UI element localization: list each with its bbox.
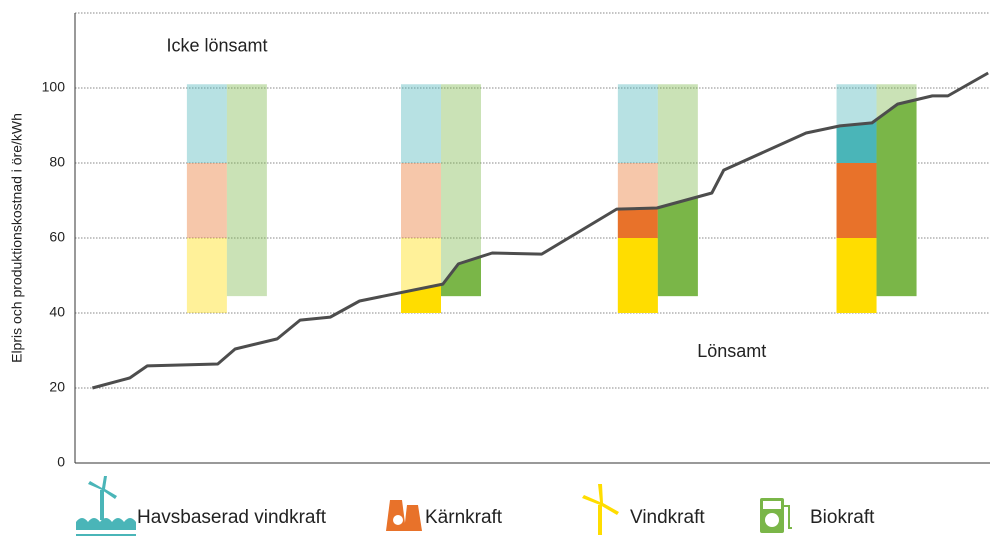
legend-icon-wind (582, 484, 619, 535)
bar-segment (186, 84, 227, 163)
y-tick-label: 0 (57, 454, 65, 470)
bar-segment-profitable (836, 163, 877, 238)
y-tick-label: 40 (49, 304, 65, 320)
bar-segment (186, 238, 227, 313)
bar-segment-profitable (617, 238, 658, 313)
price-line (91, 71, 989, 390)
y-tick-label: 80 (49, 154, 65, 170)
annotation: Lönsamt (697, 341, 766, 361)
y-tick-label: 100 (42, 79, 66, 95)
legend-label: Havsbaserad vindkraft (137, 507, 327, 528)
legend-icon-bio (760, 498, 792, 533)
legend-icon-nuclear (386, 500, 422, 531)
bar-segment (226, 84, 267, 297)
bar-segment (401, 163, 441, 238)
legend-icon-offshore (76, 476, 136, 536)
annotation: Icke lönsamt (167, 36, 268, 56)
y-axis-label: Elpris och produktionskostnad i öre/kWh (9, 113, 25, 363)
bar-segment-profitable (836, 238, 877, 313)
y-tick-label: 60 (49, 229, 65, 245)
bar-segment (401, 84, 441, 163)
bar-segment (186, 163, 227, 238)
bar-segment (617, 84, 658, 163)
bar-segment-profitable (876, 84, 917, 297)
legend-label: Biokraft (810, 507, 875, 528)
legend-label: Kärnkraft (425, 507, 503, 528)
legend-label: Vindkraft (630, 507, 705, 528)
y-tick-label: 20 (49, 379, 65, 395)
